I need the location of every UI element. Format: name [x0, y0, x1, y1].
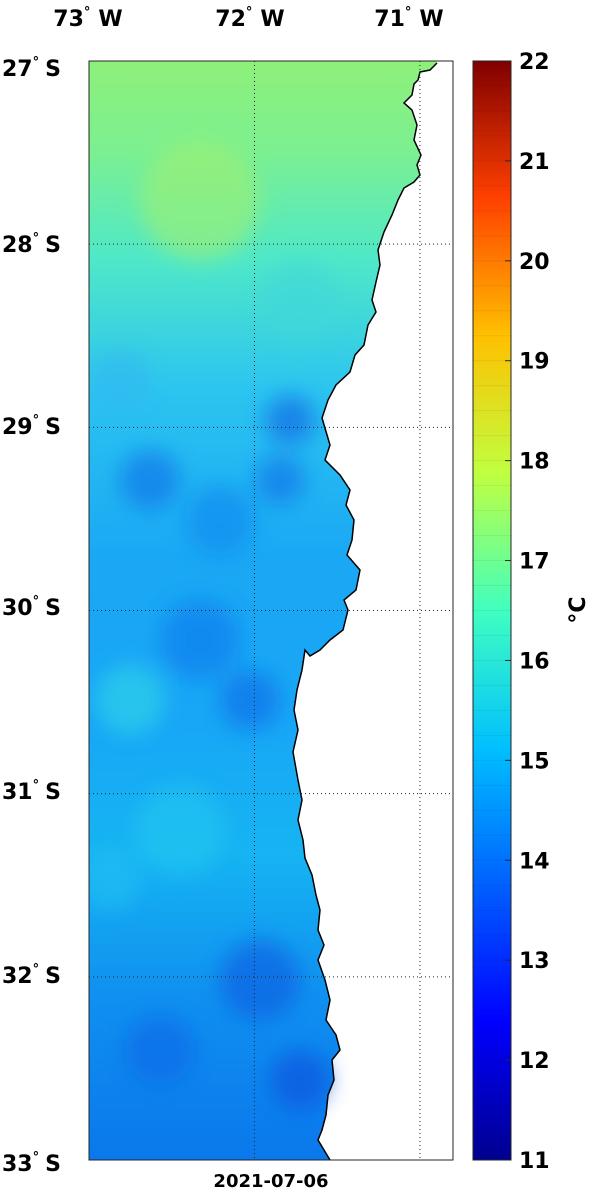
colorbar-tick-label: 19 — [519, 350, 550, 375]
colorbar-ramp — [472, 60, 512, 1161]
lat-label-32s: 32° S — [2, 962, 61, 989]
colorbar: 11 12 13 14 15 16 17 18 19 20 21 22 °C — [472, 50, 591, 1174]
temperature-patch — [90, 350, 150, 410]
lat-label-30s: 30° S — [2, 594, 61, 621]
colorbar-tick-label: 11 — [519, 1149, 550, 1174]
colorbar-tick-label: 18 — [519, 450, 550, 475]
colorbar-tick-label: 14 — [519, 849, 550, 874]
colorbar-tick-label: 17 — [519, 550, 550, 575]
lon-label-71w: 71° W — [374, 5, 443, 32]
colorbar-tick-label: 16 — [519, 649, 550, 674]
colorbar-bands — [473, 60, 511, 1136]
temperature-patch — [160, 600, 240, 680]
temperature-patch — [220, 670, 280, 730]
colorbar-tick-label: 15 — [519, 749, 550, 774]
colorbar-ticks: 11 12 13 14 15 16 17 18 19 20 21 22 — [505, 50, 550, 1174]
temperature-patch — [255, 455, 305, 505]
graticule-grid — [89, 61, 453, 1160]
lon-label-72w: 72° W — [215, 5, 284, 32]
lat-label-28s: 28° S — [2, 231, 61, 258]
coastline — [292, 62, 438, 1160]
temperature-patch — [89, 850, 140, 910]
temperature-patch — [220, 940, 300, 1020]
colorbar-unit-label: °C — [566, 596, 591, 623]
temperature-patch — [135, 785, 225, 875]
lat-label-31s: 31° S — [2, 778, 61, 805]
latitude-labels: 27° S 28° S 29° S 30° S 31° S 32° S 33° S — [2, 55, 61, 1177]
map-plot-area — [88, 60, 454, 1161]
lat-label-33s: 33° S — [2, 1150, 61, 1177]
colorbar-tick-label: 22 — [519, 50, 550, 75]
colorbar-tick-label: 13 — [519, 949, 550, 974]
colorbar-tick-label: 12 — [519, 1049, 550, 1074]
temperature-patch — [125, 1015, 195, 1085]
lat-label-27s: 27° S — [2, 55, 61, 82]
temperature-patch — [95, 665, 165, 735]
temperature-anomaly-patches — [89, 140, 340, 1110]
longitude-labels: 73° W 72° W 71° W — [53, 5, 443, 32]
temperature-patch — [260, 260, 340, 340]
colorbar-tick-label: 21 — [519, 150, 550, 175]
lon-label-73w: 73° W — [53, 5, 122, 32]
temperature-patch — [265, 395, 315, 445]
map-frame — [88, 60, 454, 1161]
temperature-patch — [140, 140, 260, 260]
temperature-patch — [270, 1050, 330, 1110]
lat-label-29s: 29° S — [2, 413, 61, 440]
temperature-patch — [120, 450, 180, 510]
colorbar-tick-label: 20 — [519, 250, 550, 275]
sea-surface-temperature-field — [89, 61, 437, 1160]
date-label: 2021-07-06 — [213, 1171, 328, 1188]
temperature-patch — [185, 485, 255, 555]
